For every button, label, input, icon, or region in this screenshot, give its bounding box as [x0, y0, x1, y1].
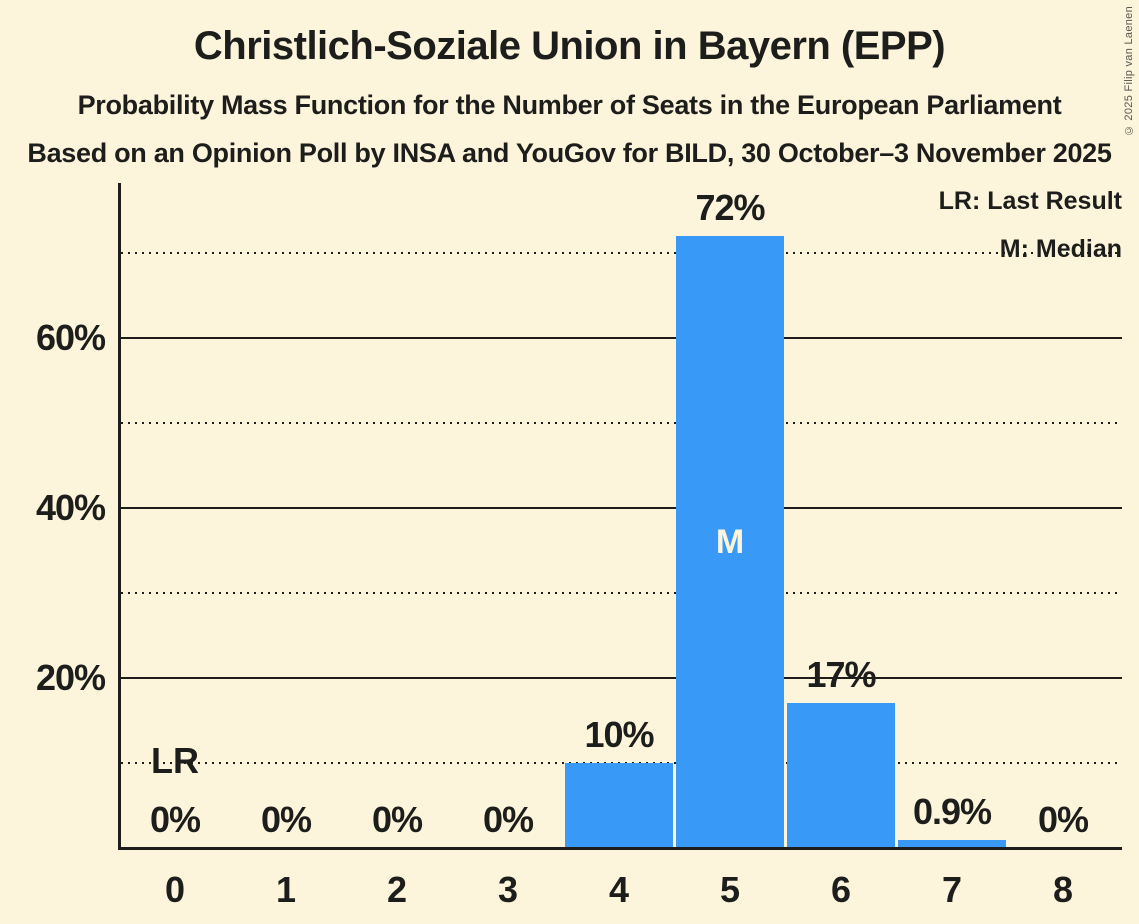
x-tick-label: 0 [164, 869, 186, 910]
gridline-solid [121, 507, 1122, 509]
gridline-solid [121, 677, 1122, 679]
x-tick-label: 7 [941, 869, 963, 910]
bar [565, 763, 673, 848]
bar-value-label: 72% [695, 187, 765, 228]
x-tick-label: 6 [830, 869, 852, 910]
bar-value-label: 0% [371, 799, 423, 840]
gridline-solid [121, 337, 1122, 339]
bar-value-label: 0% [260, 799, 312, 840]
y-tick-label: 60% [35, 317, 106, 358]
bar-value-label: 0% [482, 799, 534, 840]
last-result-marker: LR [151, 740, 199, 781]
chart-subtitle: Probability Mass Function for the Number… [77, 90, 1062, 120]
y-axis-line [118, 183, 121, 850]
gridline-dotted [121, 422, 1122, 424]
x-tick-label: 4 [608, 869, 630, 910]
x-tick-label: 5 [719, 869, 741, 910]
x-axis-line [118, 847, 1122, 850]
bar-value-label: 10% [584, 714, 654, 755]
legend-last-result: LR: Last Result [938, 187, 1122, 215]
bar-value-label: 0% [1037, 799, 1089, 840]
median-marker: M [715, 523, 745, 561]
gridline-dotted [121, 592, 1122, 594]
gridline-dotted [121, 252, 1122, 254]
bar-value-label: 17% [806, 654, 876, 695]
bar-value-label: 0% [149, 799, 201, 840]
y-tick-label: 20% [35, 657, 106, 698]
legend-median: M: Median [999, 235, 1122, 263]
x-tick-label: 8 [1052, 869, 1074, 910]
chart-source-line: Based on an Opinion Poll by INSA and You… [27, 138, 1112, 168]
bar [898, 840, 1006, 848]
y-tick-label: 40% [35, 487, 106, 528]
legend: LR: Last Result M: Median [939, 185, 1122, 281]
x-tick-label: 3 [497, 869, 519, 910]
chart-title: Christlich-Soziale Union in Bayern (EPP) [193, 24, 946, 68]
bar [787, 703, 895, 848]
bar [676, 236, 784, 848]
x-tick-label: 2 [386, 869, 408, 910]
bar-value-label: 0.9% [912, 791, 992, 832]
x-tick-label: 1 [275, 869, 297, 910]
